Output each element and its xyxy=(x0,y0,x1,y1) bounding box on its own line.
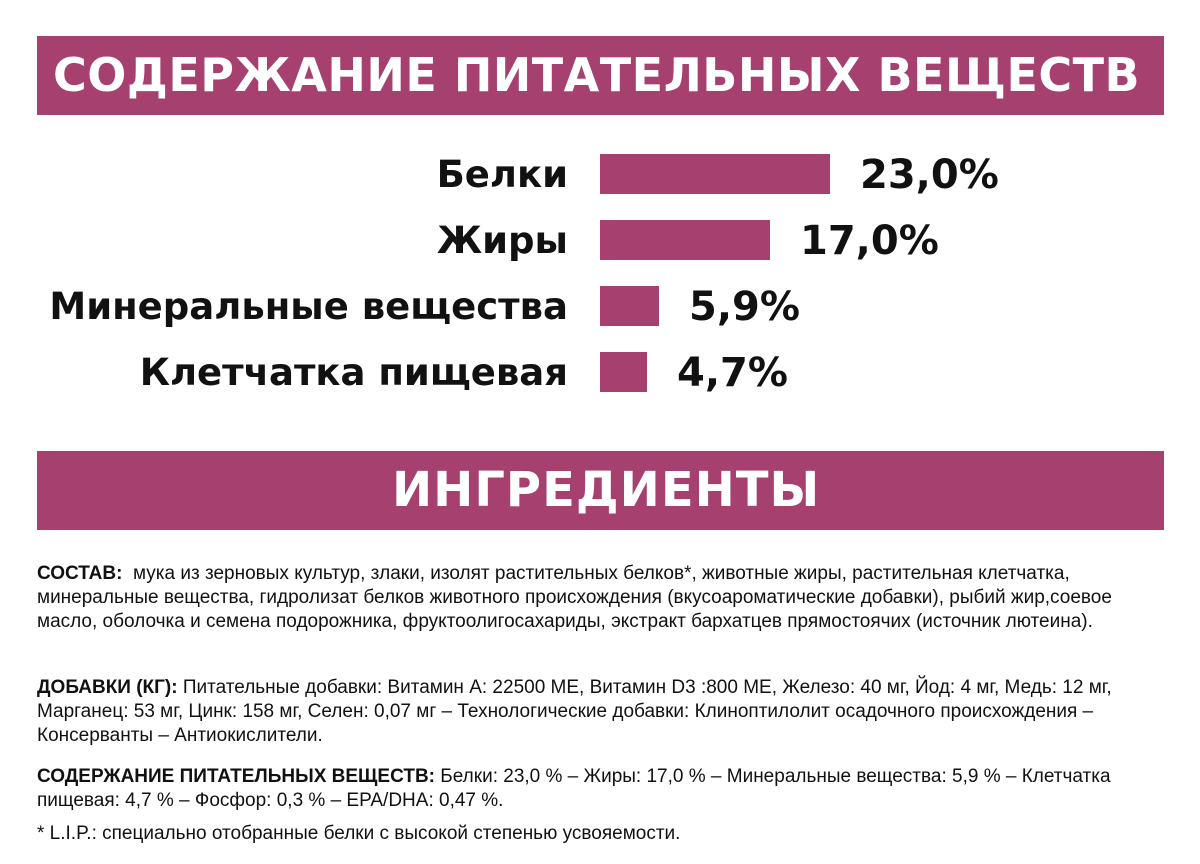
bar xyxy=(600,352,647,392)
additives-label: ДОБАВКИ (КГ): xyxy=(37,677,178,698)
composition-label: СОСТАВ: xyxy=(37,563,123,584)
nutrients-text: Белки: 23,0 % – Жиры: 17,0 % – Минеральн… xyxy=(37,766,1111,811)
category-label: Клетчатка пищевая xyxy=(140,351,568,394)
category-label: Жиры xyxy=(437,219,568,262)
footnote-text: * L.I.P.: специально отобранные белки с … xyxy=(37,823,681,844)
composition-paragraph: СОСТАВ: мука из зерновых культур, злаки,… xyxy=(37,562,1167,634)
nutrients-header: СОДЕРЖАНИЕ ПИТАТЕЛЬНЫХ ВЕЩЕСТВ xyxy=(37,36,1164,115)
nutrients-label: СОДЕРЖАНИЕ ПИТАТЕЛЬНЫХ ВЕЩЕСТВ: xyxy=(37,766,435,787)
nutrients-header-title: СОДЕРЖАНИЕ ПИТАТЕЛЬНЫХ ВЕЩЕСТВ xyxy=(53,48,1141,102)
footnote: * L.I.P.: специально отобранные белки с … xyxy=(37,822,1167,846)
category-label: Минеральные вещества xyxy=(49,285,568,328)
value-label: 4,7% xyxy=(677,350,788,396)
ingredients-header-title: ИНГРЕДИЕНТЫ xyxy=(392,462,821,518)
bar xyxy=(600,286,659,326)
additives-paragraph: ДОБАВКИ (КГ): Питательные добавки: Витам… xyxy=(37,676,1167,748)
composition-text: мука из зерновых культур, злаки, изолят … xyxy=(37,563,1112,632)
bar xyxy=(600,220,770,260)
nutrients-paragraph: СОДЕРЖАНИЕ ПИТАТЕЛЬНЫХ ВЕЩЕСТВ: Белки: 2… xyxy=(37,765,1167,813)
value-label: 23,0% xyxy=(860,152,999,198)
nutrient-bar-chart: Белки 23,0% Жиры 17,0% Минеральные вещества 5… xyxy=(49,152,999,396)
value-label: 5,9% xyxy=(689,284,800,330)
value-label: 17,0% xyxy=(800,218,939,264)
ingredients-header: ИНГРЕДИЕНТЫ xyxy=(37,451,1164,530)
additives-text: Питательные добавки: Витамин А: 22500 МЕ… xyxy=(37,677,1112,746)
category-label: Белки xyxy=(437,153,568,196)
bar xyxy=(600,154,830,194)
